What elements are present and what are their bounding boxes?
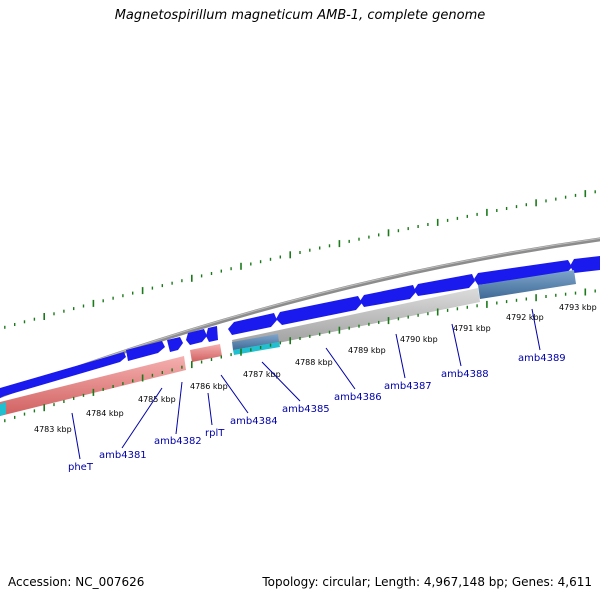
gene-label-rplT[interactable]: rplT <box>205 428 225 439</box>
scale-label: 4788 kbp <box>295 358 333 367</box>
leader-line <box>121 387 163 449</box>
leader-line <box>325 347 356 390</box>
cds-arrow[interactable] <box>414 274 475 296</box>
gene-label-amb4384[interactable]: amb4384 <box>230 416 278 427</box>
scale-label: 4785 kbp <box>138 395 176 404</box>
leader-line <box>531 308 541 351</box>
cyan-feature-band[interactable] <box>0 402 6 416</box>
cds-arrow[interactable] <box>186 329 207 345</box>
accession-label: Accession: NC_007626 <box>8 575 145 589</box>
grey-feature-band[interactable] <box>232 288 480 352</box>
gene-label-amb4386[interactable]: amb4386 <box>334 392 382 403</box>
leader-line <box>175 381 183 435</box>
leader-line <box>71 412 81 460</box>
genome-summary: Topology: circular; Length: 4,967,148 bp… <box>262 575 592 589</box>
cds-arrow[interactable] <box>126 341 165 361</box>
gene-label-amb4382[interactable]: amb4382 <box>154 436 202 447</box>
leader-line <box>207 392 213 426</box>
cds-arrow[interactable] <box>360 285 416 307</box>
leader-line <box>220 374 249 414</box>
gene-label-amb4381[interactable]: amb4381 <box>99 450 147 461</box>
gene-label-amb4389[interactable]: amb4389 <box>518 353 566 364</box>
scale-labels: 4783 kbp 4784 kbp 4785 kbp 4786 kbp 4787… <box>34 303 597 434</box>
feature-band-track <box>0 270 576 416</box>
scale-label: 4792 kbp <box>506 313 544 322</box>
leader-line <box>451 323 462 367</box>
cds-arrow[interactable] <box>206 326 218 342</box>
inner-ruler-ticks <box>4 288 596 423</box>
gene-label-amb4388[interactable]: amb4388 <box>441 369 489 380</box>
cyan-feature-band[interactable] <box>233 342 280 355</box>
cds-arrow[interactable] <box>167 337 183 352</box>
gene-label-amb4385[interactable]: amb4385 <box>282 404 330 415</box>
scale-label: 4784 kbp <box>86 409 124 418</box>
cds-arrow[interactable] <box>570 256 600 273</box>
scale-label: 4790 kbp <box>400 335 438 344</box>
scale-label: 4791 kbp <box>453 324 491 333</box>
gene-labels: pheT amb4381 amb4382 rplT amb4384 amb438… <box>68 353 566 473</box>
steelblue-feature-band[interactable] <box>232 334 279 350</box>
scale-label: 4787 kbp <box>243 370 281 379</box>
gene-leader-lines <box>71 308 541 460</box>
cds-arrow[interactable] <box>474 260 572 285</box>
cds-arrow[interactable] <box>276 296 362 325</box>
gene-label-amb4387[interactable]: amb4387 <box>384 381 432 392</box>
scale-label: 4783 kbp <box>34 425 72 434</box>
genome-title: Magnetospirillum magneticum AMB-1, compl… <box>114 8 486 23</box>
cds-arrow[interactable] <box>228 313 277 335</box>
red-feature-band[interactable] <box>190 344 222 362</box>
leader-line <box>261 361 301 402</box>
red-feature-band[interactable] <box>0 356 186 416</box>
forward-cds-track <box>0 256 600 398</box>
leader-line <box>395 333 406 379</box>
scale-label: 4786 kbp <box>190 382 228 391</box>
outer-ruler-ticks <box>4 190 596 329</box>
scale-label: 4793 kbp <box>559 303 597 312</box>
scale-label: 4789 kbp <box>348 346 386 355</box>
cds-arrow[interactable] <box>0 352 126 398</box>
gene-label-pheT[interactable]: pheT <box>68 462 94 473</box>
steelblue-feature-band[interactable] <box>478 270 576 299</box>
